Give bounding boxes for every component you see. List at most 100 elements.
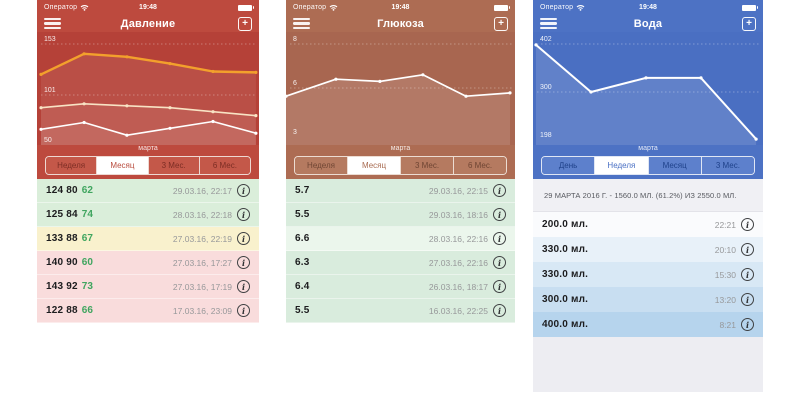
svg-text:50: 50 <box>44 137 52 144</box>
timestamp: 28.03.16, 22:18 <box>172 209 232 220</box>
timestamp: 16.03.16, 22:25 <box>428 305 488 316</box>
page-title: Давление <box>120 17 176 30</box>
info-icon[interactable]: i <box>237 280 250 293</box>
timestamp: 27.03.16, 22:16 <box>428 257 488 268</box>
info-icon[interactable]: i <box>493 304 506 317</box>
reading-value: 400.0 мл. <box>542 319 589 330</box>
reading-row[interactable]: 125 84 74 28.03.16, 22:18 i <box>37 203 259 227</box>
info-icon[interactable]: i <box>493 280 506 293</box>
svg-text:3: 3 <box>293 129 297 136</box>
info-icon[interactable]: i <box>493 256 506 269</box>
reading-row[interactable]: 124 80 62 29.03.16, 22:17 i <box>37 179 259 203</box>
reading-value: 330.0 мл. <box>542 269 589 280</box>
reading-value: 125 84 <box>46 209 78 220</box>
info-icon[interactable]: i <box>741 268 754 281</box>
segment-option[interactable]: Месяц <box>647 157 701 174</box>
reading-value: 5.5 <box>295 305 310 316</box>
segment-option[interactable]: Месяц <box>347 157 400 174</box>
reading-value: 200.0 мл. <box>542 219 589 230</box>
segmented-control: День Неделя Месяц 3 Мес. <box>541 156 755 175</box>
reading-row[interactable]: 5.5 16.03.16, 22:25 i <box>286 299 515 323</box>
reading-row[interactable]: 330.0 мл. 15:30 i <box>533 262 763 287</box>
reading-value: 5.5 <box>295 209 310 220</box>
reading-row[interactable]: 140 90 60 27.03.16, 17:27 i <box>37 251 259 275</box>
segment-option[interactable]: Неделя <box>594 157 648 174</box>
segment-option[interactable]: 6 Мес. <box>198 157 250 174</box>
menu-icon[interactable] <box>293 18 310 29</box>
x-axis-label: марта <box>37 145 259 153</box>
segmented-control-bar: День Неделя Месяц 3 Мес. <box>533 153 763 179</box>
svg-text:300: 300 <box>540 84 552 91</box>
info-icon[interactable]: i <box>741 218 754 231</box>
pulse-value: 60 <box>81 257 93 268</box>
timestamp: 17.03.16, 23:09 <box>172 305 232 316</box>
carrier-label: Оператор <box>44 4 78 11</box>
timestamp: 29.03.16, 22:15 <box>428 185 488 196</box>
svg-text:6: 6 <box>293 80 297 87</box>
reading-row[interactable]: 300.0 мл. 13:20 i <box>533 287 763 312</box>
water-app-screen: Оператор 19:48 Вода + 402 300 198 марта Де… <box>533 0 763 392</box>
pulse-value: 73 <box>81 281 93 292</box>
reading-row[interactable]: 5.7 29.03.16, 22:15 i <box>286 179 515 203</box>
status-time: 19:48 <box>391 4 410 11</box>
menu-icon[interactable] <box>44 18 61 29</box>
add-button[interactable]: + <box>238 16 252 31</box>
segmented-control: Неделя Месяц 3 Мес. 6 Мес. <box>294 156 507 175</box>
readings-list: 5.7 29.03.16, 22:15 i 5.5 29.03.16, 18:16 i 6.… <box>286 179 515 323</box>
reading-row[interactable]: 143 92 73 27.03.16, 17:19 i <box>37 275 259 299</box>
add-button[interactable]: + <box>494 16 508 31</box>
info-icon[interactable]: i <box>493 184 506 197</box>
reading-row[interactable]: 330.0 мл. 20:10 i <box>533 237 763 262</box>
pressure-chart: 153 101 50 <box>37 32 259 145</box>
segment-option[interactable]: Неделя <box>295 157 347 174</box>
x-axis-label: марта <box>533 145 763 153</box>
segment-option[interactable]: 3 Мес. <box>147 157 199 174</box>
segment-option[interactable]: Неделя <box>46 157 97 174</box>
timestamp: 29.03.16, 18:16 <box>428 209 488 220</box>
nav-bar: Глюкоза + <box>286 15 515 32</box>
info-icon[interactable]: i <box>237 208 250 221</box>
reading-row[interactable]: 6.3 27.03.16, 22:16 i <box>286 251 515 275</box>
readings-list: 29 МАРТА 2016 Г. - 1560.0 МЛ. (61.2%) ИЗ… <box>533 179 763 337</box>
reading-row[interactable]: 5.5 29.03.16, 18:16 i <box>286 203 515 227</box>
timestamp: 26.03.16, 18:17 <box>428 281 488 292</box>
reading-row[interactable]: 6.6 28.03.16, 22:16 i <box>286 227 515 251</box>
list-empty-area <box>533 337 763 392</box>
segment-option[interactable]: 3 Мес. <box>700 157 754 174</box>
readings-list: 124 80 62 29.03.16, 22:17 i 125 84 74 28.03.16… <box>37 179 259 323</box>
reading-row[interactable]: 200.0 мл. 22:21 i <box>533 212 763 237</box>
segment-option[interactable]: День <box>542 157 595 174</box>
reading-row[interactable]: 122 88 66 17.03.16, 23:09 i <box>37 299 259 323</box>
reading-value: 5.7 <box>295 185 310 196</box>
info-icon[interactable]: i <box>237 304 250 317</box>
reading-row[interactable]: 400.0 мл. 8:21 i <box>533 312 763 337</box>
segment-option[interactable]: 3 Мес. <box>400 157 453 174</box>
timestamp: 29.03.16, 22:17 <box>172 185 232 196</box>
battery-icon <box>742 4 758 11</box>
info-icon[interactable]: i <box>237 184 250 197</box>
info-icon[interactable]: i <box>741 293 754 306</box>
segmented-control-bar: Неделя Месяц 3 Мес. 6 Мес. <box>286 153 515 179</box>
info-icon[interactable]: i <box>493 208 506 221</box>
carrier-label: Оператор <box>540 4 574 11</box>
segment-option[interactable]: Месяц <box>96 157 148 174</box>
info-icon[interactable]: i <box>237 256 250 269</box>
info-icon[interactable]: i <box>741 243 754 256</box>
segment-option[interactable]: 6 Мес. <box>453 157 506 174</box>
reading-row[interactable]: 133 88 67 27.03.16, 22:19 i <box>37 227 259 251</box>
pressure-app-screen: Оператор 19:48 Давление + 153 101 50 марта… <box>37 0 259 392</box>
page-title: Глюкоза <box>377 17 424 30</box>
info-icon[interactable]: i <box>741 318 754 331</box>
menu-icon[interactable] <box>540 18 557 29</box>
page-title: Вода <box>633 17 663 30</box>
timestamp: 27.03.16, 22:19 <box>172 233 232 244</box>
info-icon[interactable]: i <box>237 232 250 245</box>
reading-value: 140 90 <box>46 257 78 268</box>
segmented-control: Неделя Месяц 3 Мес. 6 Мес. <box>45 156 251 175</box>
info-icon[interactable]: i <box>493 232 506 245</box>
reading-value: 124 80 <box>46 185 78 196</box>
reading-value: 143 92 <box>46 281 78 292</box>
reading-row[interactable]: 6.4 26.03.16, 18:17 i <box>286 275 515 299</box>
svg-text:8: 8 <box>293 36 297 43</box>
add-button[interactable]: + <box>742 16 756 31</box>
